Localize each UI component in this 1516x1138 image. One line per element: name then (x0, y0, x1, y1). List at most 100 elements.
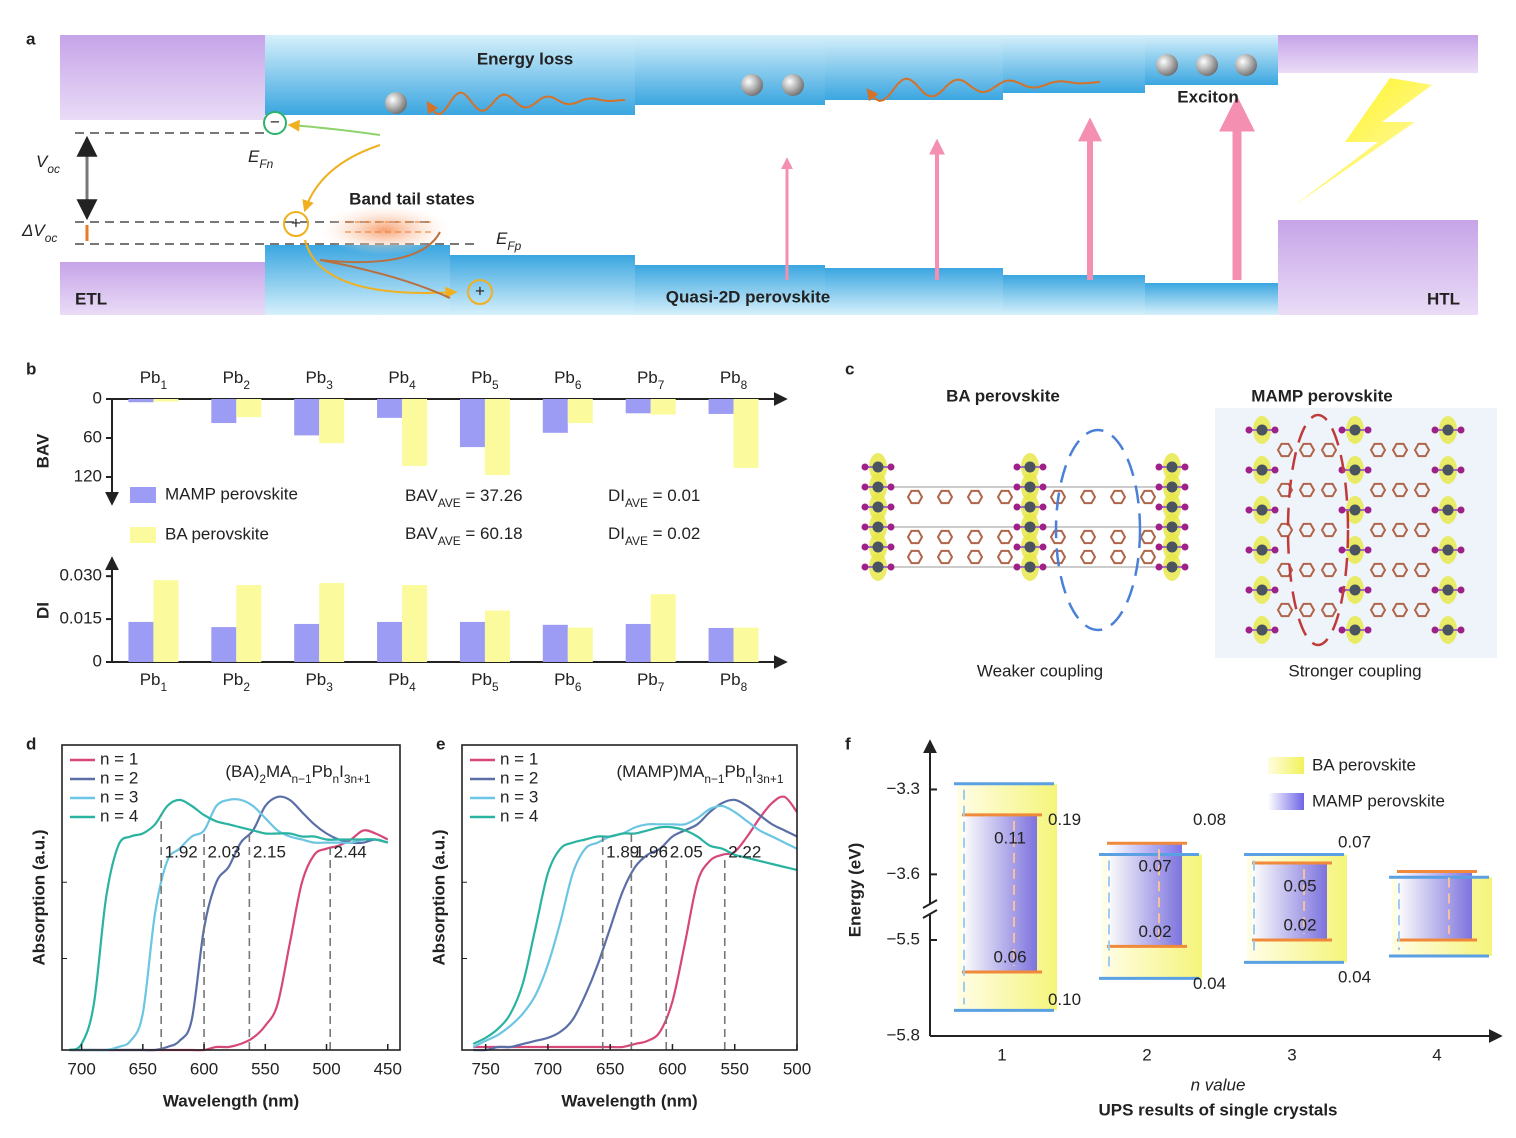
organic-ring (1049, 529, 1067, 545)
organic-ring (1320, 562, 1338, 578)
x-tick-label: 4 (1432, 1045, 1441, 1064)
panel-title: MAMP perovskite (1251, 386, 1392, 405)
pb-atom (1442, 464, 1454, 476)
x-tick-label-part: Pb (223, 368, 244, 387)
offset-label: 0.07 (1138, 857, 1171, 876)
annotation-part: AVE (438, 534, 461, 548)
band-tail-glow (320, 205, 450, 255)
legend-label: MAMP perovskite (1312, 791, 1445, 810)
plot-frame (461, 744, 798, 1051)
pb-atom (1349, 424, 1361, 436)
valence-band (1145, 283, 1278, 315)
x-tick-label: 2 (1142, 1045, 1151, 1064)
organic-ring (1369, 562, 1387, 578)
x-tick-label-part: 4 (409, 680, 416, 694)
etl-top (60, 35, 265, 120)
x-tick-label-part: 8 (741, 680, 748, 694)
i-atom (1271, 586, 1279, 594)
bar (402, 399, 428, 466)
i-atom (1013, 563, 1021, 571)
i-atom (887, 523, 895, 531)
band-edge-label: 2.22 (728, 842, 761, 861)
organic-ring (1109, 529, 1127, 545)
organic-ring (1320, 602, 1338, 618)
chart-title-part: 3n+1 (344, 772, 371, 786)
i-atom (1364, 466, 1372, 474)
x-tick-label: Pb2 (223, 670, 251, 694)
htl-bottom (1278, 220, 1478, 315)
delta-voc-label: ΔVoc (21, 221, 57, 245)
i-atom (1013, 543, 1021, 551)
i-atom (1271, 426, 1279, 434)
offset-label: 0.06 (993, 947, 1026, 966)
bar (319, 583, 345, 662)
pb-atom (872, 481, 884, 493)
i-atom (1155, 463, 1163, 471)
i-atom (1181, 523, 1189, 531)
x-tick-label-part: Pb (471, 368, 492, 387)
i-atom (1271, 466, 1279, 474)
exciton-sphere (1235, 54, 1257, 76)
bar (484, 399, 510, 476)
x-tick-label: 600 (658, 1059, 686, 1078)
i-atom (1245, 626, 1253, 634)
organic-ring (1298, 602, 1316, 618)
band-edge-label: 1.96 (635, 842, 668, 861)
legend-label: n = 4 (500, 806, 538, 825)
y-tick-label: 0 (93, 388, 102, 407)
organic-ring (1391, 602, 1409, 618)
bar (319, 399, 345, 444)
bar (567, 399, 593, 424)
efp-label: EFp (496, 229, 522, 253)
i-atom (1338, 626, 1346, 634)
i-atom (1181, 463, 1189, 471)
bar (377, 621, 403, 662)
hole-sign: + (291, 213, 301, 232)
annotation-part: DI (608, 486, 625, 505)
bar (236, 585, 262, 662)
x-tick-label-part: 6 (575, 378, 582, 392)
organic-ring (1079, 529, 1097, 545)
legend-label: BA perovskite (165, 524, 269, 543)
i-atom (1039, 503, 1047, 511)
chart-title-part: n (745, 772, 752, 786)
i-atom (861, 503, 869, 511)
band-edge-label: 2.05 (670, 842, 703, 861)
y-axis-label: Absorption (a.u.) (29, 830, 48, 966)
i-atom (1013, 483, 1021, 491)
i-atom (1457, 626, 1465, 634)
i-atom (1457, 586, 1465, 594)
i-atom (1271, 506, 1279, 514)
organic-ring (1109, 489, 1127, 505)
i-atom (1039, 483, 1047, 491)
organic-ring (1049, 549, 1067, 565)
legend-label: n = 1 (100, 749, 138, 768)
pb-atom (1349, 624, 1361, 636)
organic-ring (966, 489, 984, 505)
organic-ring (1369, 482, 1387, 498)
x-tick-label-part: Pb (720, 368, 741, 387)
legend-label: MAMP perovskite (165, 484, 298, 503)
legend-label: n = 2 (100, 768, 138, 787)
i-atom (1457, 426, 1465, 434)
x-tick-label-part: Pb (305, 368, 326, 387)
i-atom (1155, 503, 1163, 511)
x-tick-label: Pb3 (305, 670, 333, 694)
htl-top (1278, 35, 1478, 73)
i-atom (1039, 563, 1047, 571)
x-tick-label-part: Pb (305, 670, 326, 689)
organic-ring (1298, 562, 1316, 578)
x-tick-label-part: 5 (492, 378, 499, 392)
x-tick-label: 500 (783, 1059, 811, 1078)
i-atom (1338, 546, 1346, 554)
hole (283, 211, 309, 237)
pb-atom (1442, 544, 1454, 556)
x-tick-label: Pb7 (637, 368, 665, 392)
x-tick-label: Pb6 (554, 368, 582, 392)
bar (294, 623, 320, 662)
organic-ring (1413, 442, 1431, 458)
x-tick-label-part: 7 (658, 680, 665, 694)
x-tick-label: 500 (312, 1059, 340, 1078)
organic-ring (996, 529, 1014, 545)
y-tick-label: −5.8 (886, 1025, 920, 1044)
